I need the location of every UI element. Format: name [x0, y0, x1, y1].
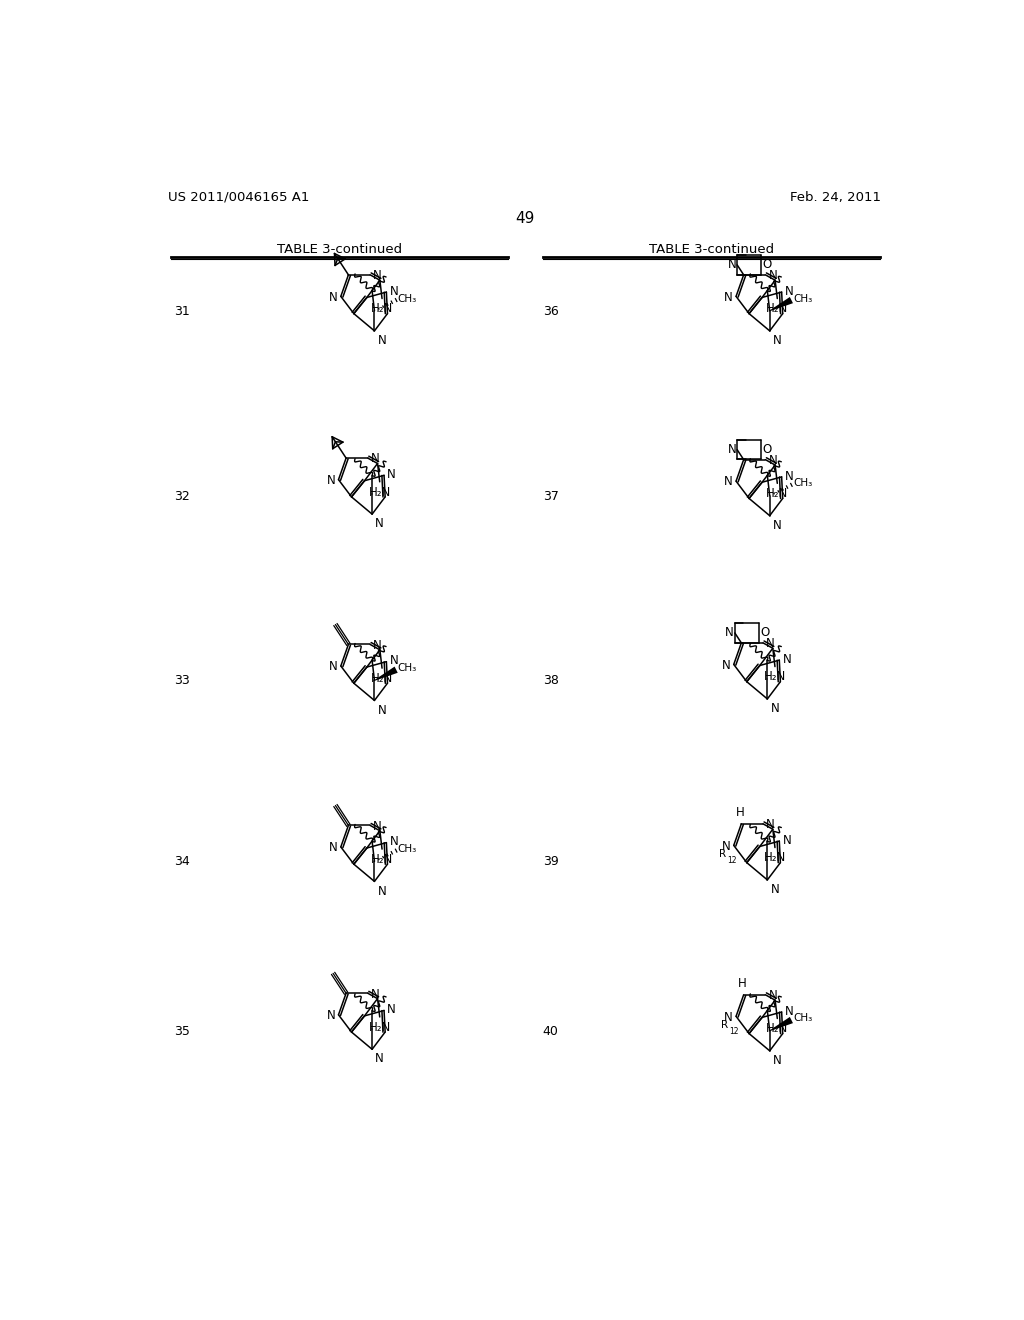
Text: 37: 37	[543, 490, 558, 503]
Text: TABLE 3-continued: TABLE 3-continued	[648, 243, 774, 256]
Text: H₂N: H₂N	[371, 672, 393, 685]
Text: N: N	[371, 987, 380, 1001]
Text: H₂N: H₂N	[369, 1020, 391, 1034]
Text: N: N	[770, 702, 779, 715]
Text: N: N	[784, 285, 794, 298]
Text: CH₃: CH₃	[397, 663, 417, 673]
Text: H₂N: H₂N	[371, 853, 393, 866]
Text: N: N	[373, 269, 382, 282]
Text: N: N	[327, 1008, 336, 1022]
Text: 49: 49	[515, 211, 535, 226]
Text: N: N	[724, 290, 733, 304]
Text: H₂N: H₂N	[764, 851, 786, 865]
Text: 40: 40	[543, 1024, 558, 1038]
Text: N: N	[389, 836, 398, 849]
Text: O: O	[763, 259, 772, 272]
Text: N: N	[373, 639, 382, 652]
Text: N: N	[728, 259, 736, 272]
Text: N: N	[378, 884, 386, 898]
Text: N: N	[378, 334, 386, 347]
Text: 36: 36	[543, 305, 558, 318]
Text: H₂N: H₂N	[766, 487, 788, 500]
Text: N: N	[724, 1011, 733, 1023]
Text: N: N	[371, 453, 380, 466]
Text: N: N	[773, 519, 781, 532]
Text: Feb. 24, 2011: Feb. 24, 2011	[791, 190, 882, 203]
Text: CH₃: CH₃	[793, 293, 812, 304]
Text: N: N	[327, 474, 336, 487]
Text: CH₃: CH₃	[793, 1014, 812, 1023]
Text: N: N	[768, 989, 777, 1002]
Text: N: N	[722, 659, 731, 672]
Polygon shape	[769, 1016, 793, 1031]
Text: N: N	[389, 285, 398, 298]
Text: N: N	[773, 334, 781, 347]
Text: O: O	[760, 627, 769, 639]
Text: R: R	[721, 1020, 728, 1030]
Text: N: N	[725, 627, 734, 639]
Text: US 2011/0046165 A1: US 2011/0046165 A1	[168, 190, 309, 203]
Text: N: N	[766, 638, 775, 651]
Text: N: N	[784, 470, 794, 483]
Text: CH₃: CH₃	[397, 293, 417, 304]
Text: 39: 39	[543, 855, 558, 869]
Text: R: R	[719, 849, 726, 859]
Text: N: N	[375, 517, 384, 531]
Text: N: N	[373, 820, 382, 833]
Text: H₂N: H₂N	[371, 302, 393, 315]
Text: N: N	[728, 444, 736, 457]
Text: H₂N: H₂N	[369, 486, 391, 499]
Text: 38: 38	[543, 675, 558, 688]
Text: N: N	[378, 704, 386, 717]
Text: N: N	[773, 1053, 781, 1067]
Text: N: N	[329, 290, 338, 304]
Text: N: N	[782, 653, 792, 665]
Text: N: N	[724, 475, 733, 488]
Polygon shape	[769, 297, 793, 312]
Text: N: N	[770, 883, 779, 896]
Text: 33: 33	[174, 675, 190, 688]
Text: 12: 12	[729, 1027, 738, 1036]
Text: N: N	[389, 655, 398, 668]
Text: 34: 34	[174, 855, 190, 869]
Text: CH₃: CH₃	[397, 843, 417, 854]
Text: TABLE 3-continued: TABLE 3-continued	[276, 243, 401, 256]
Text: N: N	[784, 1005, 794, 1018]
Text: N: N	[782, 834, 792, 847]
Text: H₂N: H₂N	[766, 302, 788, 315]
Text: N: N	[768, 269, 777, 282]
Text: H₂N: H₂N	[766, 1022, 788, 1035]
Text: H₂N: H₂N	[764, 671, 786, 684]
Text: 32: 32	[174, 490, 190, 503]
Text: N: N	[329, 660, 338, 673]
Text: N: N	[387, 469, 396, 480]
Text: CH₃: CH₃	[793, 478, 812, 488]
Text: O: O	[763, 444, 772, 457]
Text: N: N	[722, 840, 731, 853]
Text: N: N	[766, 818, 775, 832]
Text: H: H	[736, 807, 744, 820]
Text: N: N	[329, 841, 338, 854]
Text: N: N	[387, 1003, 396, 1016]
Polygon shape	[375, 667, 397, 681]
Text: N: N	[768, 454, 777, 467]
Text: 31: 31	[174, 305, 190, 318]
Text: 35: 35	[174, 1024, 190, 1038]
Text: 12: 12	[727, 857, 736, 866]
Text: H: H	[738, 977, 746, 990]
Text: N: N	[375, 1052, 384, 1065]
